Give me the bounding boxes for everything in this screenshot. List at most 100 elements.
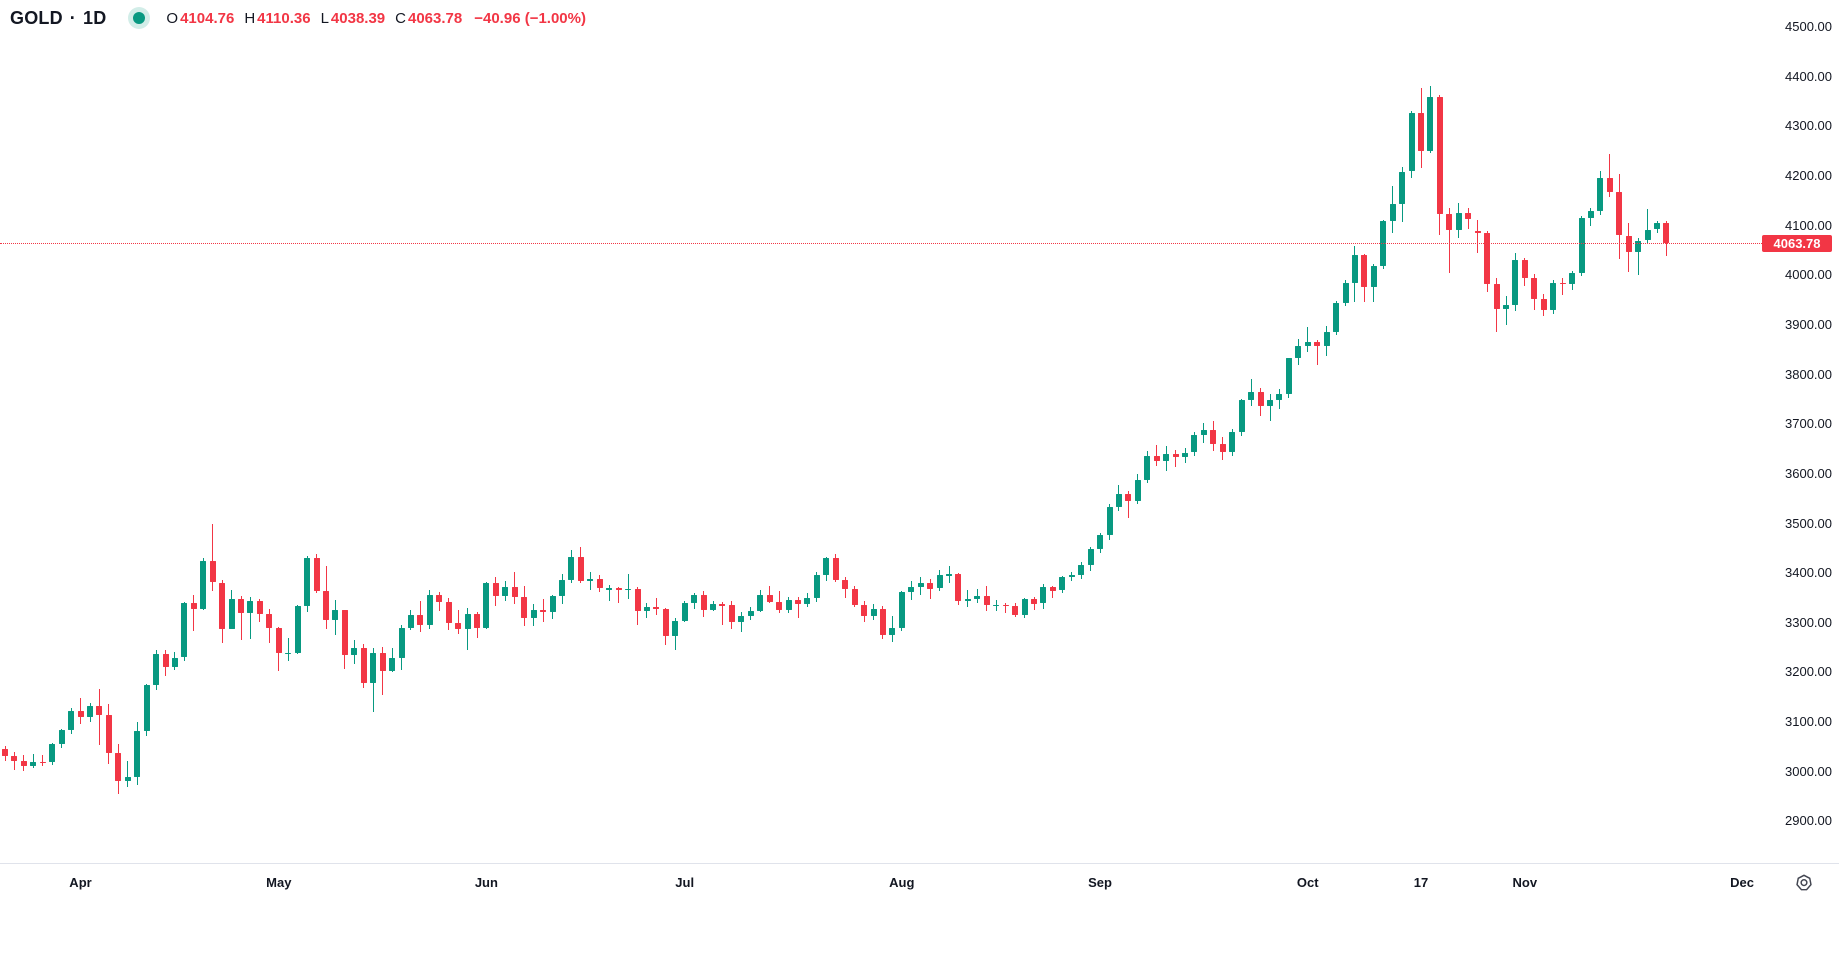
candle-body xyxy=(1606,178,1613,192)
candle-body xyxy=(68,710,75,731)
candle-body xyxy=(1200,429,1207,435)
candle-body xyxy=(389,657,395,671)
candle-body xyxy=(606,588,613,590)
candle-body xyxy=(464,614,471,629)
candle-body xyxy=(879,608,886,636)
symbol-title[interactable]: GOLD · 1D xyxy=(10,8,106,29)
time-axis-label: Nov xyxy=(1512,875,1538,890)
candle-body xyxy=(426,594,433,626)
candle-body xyxy=(228,598,235,629)
candle-body xyxy=(436,594,443,602)
candle-body xyxy=(691,594,698,604)
candle-body xyxy=(1351,254,1358,284)
price-axis-label: 2900.00 xyxy=(1785,813,1832,829)
symbol-separator: · xyxy=(69,7,76,28)
candle-body xyxy=(360,647,367,684)
candle-body xyxy=(2,749,8,757)
candle-body xyxy=(171,657,178,667)
candle-body xyxy=(917,583,924,587)
candle-body xyxy=(313,558,320,592)
candle-wick xyxy=(608,584,610,601)
candle-body xyxy=(115,752,122,781)
candle-body xyxy=(1031,599,1037,604)
time-axis-label: 17 xyxy=(1413,875,1429,890)
price-axis-label: 3400.00 xyxy=(1785,565,1832,581)
candle-body xyxy=(1210,429,1217,445)
candle-body xyxy=(577,557,584,581)
close-value: C 4063.78 xyxy=(395,9,463,27)
candle-body xyxy=(1115,493,1122,508)
candle-body xyxy=(341,610,348,655)
candle-wick xyxy=(1269,394,1271,422)
candle-body xyxy=(719,604,726,606)
candle-wick xyxy=(929,579,931,600)
candle-body xyxy=(511,587,518,597)
candle-wick xyxy=(589,571,591,591)
time-axis-label: Aug xyxy=(889,875,915,890)
status-core xyxy=(133,12,146,24)
candle-body xyxy=(407,615,414,628)
candle-wick xyxy=(542,598,544,622)
price-axis-label: 3800.00 xyxy=(1785,366,1832,382)
candle-body xyxy=(483,583,490,629)
candle-body xyxy=(398,627,405,658)
candle-wick xyxy=(42,755,44,766)
candle-body xyxy=(1153,456,1160,461)
candle-wick xyxy=(287,638,289,662)
candle-body xyxy=(946,574,952,576)
candle-body xyxy=(1408,113,1415,172)
candle-body xyxy=(134,731,141,777)
candle-wick xyxy=(1477,219,1479,254)
candle-body xyxy=(776,601,783,611)
candle-body xyxy=(1512,260,1519,306)
candle-body xyxy=(332,610,339,620)
candle-wick xyxy=(1316,339,1318,365)
candle-wick xyxy=(1505,295,1507,325)
candle-body xyxy=(728,604,735,623)
candle-wick xyxy=(1033,597,1035,611)
candle-body xyxy=(1587,211,1594,219)
candle-wick xyxy=(1448,208,1450,274)
price-axis[interactable]: 4500.00 4400.00 4300.00 4200.00 4100.00 4000.… xyxy=(1762,0,1839,863)
candle-body xyxy=(1389,204,1396,221)
candle-body xyxy=(209,560,216,583)
candle-body xyxy=(105,714,112,753)
market-status-icon xyxy=(128,7,151,29)
candle-body xyxy=(861,604,867,616)
time-axis-label: Oct xyxy=(1296,875,1319,890)
candle-wick xyxy=(32,753,34,768)
price-axis-label: 3500.00 xyxy=(1785,515,1832,531)
candle-wick xyxy=(467,607,469,651)
candle-body xyxy=(587,578,594,581)
candle-body xyxy=(294,606,301,653)
candle-body xyxy=(1087,549,1094,565)
candle-body xyxy=(974,595,981,599)
candle-body xyxy=(124,776,131,781)
candle-wick xyxy=(1637,238,1639,276)
candle-wick xyxy=(1647,208,1649,245)
candle-body xyxy=(625,588,631,590)
candle-wick xyxy=(1156,444,1158,467)
candle-body xyxy=(1191,434,1198,453)
price-axis-label: 3100.00 xyxy=(1785,714,1832,730)
candle-body xyxy=(1465,212,1472,220)
time-axis[interactable]: Apr May Jun Jul Aug Sep Oct 17 Nov Dec xyxy=(0,863,1839,900)
price-axis-label: 4100.00 xyxy=(1785,217,1832,233)
candle-body xyxy=(832,558,839,580)
candle-body xyxy=(370,652,377,684)
candle-wick xyxy=(1005,602,1007,613)
candle-body xyxy=(1267,399,1273,407)
open-value: O 4104.76 xyxy=(166,9,235,27)
candle-body xyxy=(1436,97,1443,214)
candlestick-chart[interactable] xyxy=(0,0,1762,863)
timeframe-label: 1D xyxy=(83,7,107,28)
candle-wick xyxy=(721,601,723,625)
candle-body xyxy=(1635,240,1642,253)
candle-body xyxy=(1342,283,1349,304)
axis-settings-button[interactable] xyxy=(1792,871,1816,895)
candle-body xyxy=(1172,453,1179,457)
candle-body xyxy=(1663,223,1670,244)
candle-wick xyxy=(212,523,214,591)
candle-body xyxy=(1361,254,1368,288)
ohlc-values: O 4104.76 H 4110.36 L 4038.39 C 4063.78 … xyxy=(166,10,586,27)
